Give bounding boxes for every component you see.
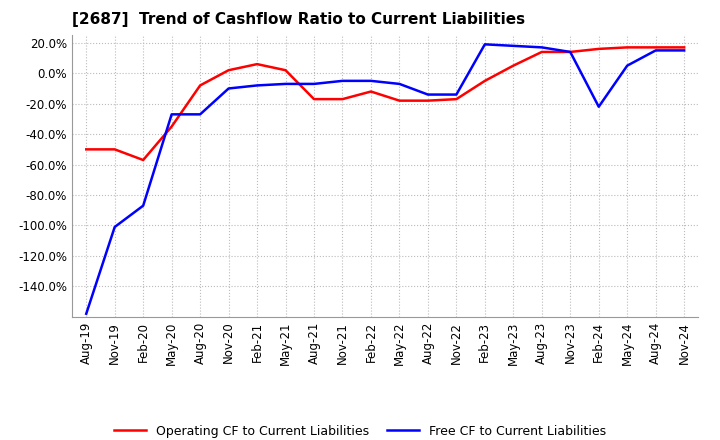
Operating CF to Current Liabilities bbox=[282, 68, 290, 73]
Free CF to Current Liabilities bbox=[310, 81, 318, 87]
Operating CF to Current Liabilities bbox=[395, 98, 404, 103]
Free CF to Current Liabilities bbox=[537, 45, 546, 50]
Free CF to Current Liabilities bbox=[595, 104, 603, 110]
Free CF to Current Liabilities bbox=[566, 49, 575, 55]
Operating CF to Current Liabilities bbox=[595, 46, 603, 51]
Line: Operating CF to Current Liabilities: Operating CF to Current Liabilities bbox=[86, 48, 684, 160]
Free CF to Current Liabilities bbox=[167, 112, 176, 117]
Operating CF to Current Liabilities bbox=[509, 63, 518, 68]
Free CF to Current Liabilities bbox=[509, 43, 518, 48]
Operating CF to Current Liabilities bbox=[623, 45, 631, 50]
Operating CF to Current Liabilities bbox=[139, 158, 148, 163]
Line: Free CF to Current Liabilities: Free CF to Current Liabilities bbox=[86, 44, 684, 314]
Operating CF to Current Liabilities bbox=[566, 49, 575, 55]
Operating CF to Current Liabilities bbox=[452, 96, 461, 102]
Free CF to Current Liabilities bbox=[480, 42, 489, 47]
Free CF to Current Liabilities bbox=[452, 92, 461, 97]
Operating CF to Current Liabilities bbox=[110, 147, 119, 152]
Free CF to Current Liabilities bbox=[82, 311, 91, 316]
Operating CF to Current Liabilities bbox=[82, 147, 91, 152]
Operating CF to Current Liabilities bbox=[253, 62, 261, 67]
Free CF to Current Liabilities bbox=[680, 48, 688, 53]
Free CF to Current Liabilities bbox=[338, 78, 347, 84]
Operating CF to Current Liabilities bbox=[196, 83, 204, 88]
Operating CF to Current Liabilities bbox=[338, 96, 347, 102]
Operating CF to Current Liabilities bbox=[167, 124, 176, 129]
Operating CF to Current Liabilities bbox=[366, 89, 375, 94]
Free CF to Current Liabilities bbox=[253, 83, 261, 88]
Operating CF to Current Liabilities bbox=[652, 45, 660, 50]
Free CF to Current Liabilities bbox=[225, 86, 233, 91]
Operating CF to Current Liabilities bbox=[225, 68, 233, 73]
Operating CF to Current Liabilities bbox=[480, 78, 489, 84]
Free CF to Current Liabilities bbox=[110, 224, 119, 230]
Free CF to Current Liabilities bbox=[652, 48, 660, 53]
Operating CF to Current Liabilities bbox=[310, 96, 318, 102]
Free CF to Current Liabilities bbox=[623, 63, 631, 68]
Operating CF to Current Liabilities bbox=[680, 45, 688, 50]
Free CF to Current Liabilities bbox=[395, 81, 404, 87]
Free CF to Current Liabilities bbox=[196, 112, 204, 117]
Operating CF to Current Liabilities bbox=[423, 98, 432, 103]
Legend: Operating CF to Current Liabilities, Free CF to Current Liabilities: Operating CF to Current Liabilities, Fre… bbox=[109, 420, 611, 440]
Free CF to Current Liabilities bbox=[366, 78, 375, 84]
Text: [2687]  Trend of Cashflow Ratio to Current Liabilities: [2687] Trend of Cashflow Ratio to Curren… bbox=[72, 12, 525, 27]
Free CF to Current Liabilities bbox=[282, 81, 290, 87]
Free CF to Current Liabilities bbox=[139, 203, 148, 208]
Operating CF to Current Liabilities bbox=[537, 49, 546, 55]
Free CF to Current Liabilities bbox=[423, 92, 432, 97]
